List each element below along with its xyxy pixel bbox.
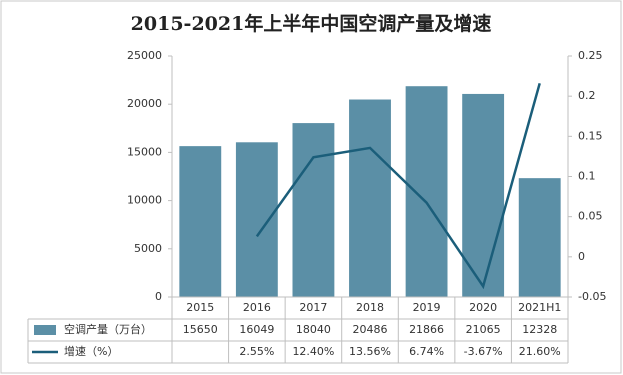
y2-tick-label: -0.05 <box>578 290 606 303</box>
y2-tick-label: 0.15 <box>578 129 603 142</box>
legend-label: 增速（%） <box>64 344 118 358</box>
bar <box>292 123 335 298</box>
y-tick-label: 25000 <box>127 49 162 62</box>
legend-swatch <box>34 325 56 335</box>
table-value: 6.74% <box>409 345 444 358</box>
table-value: 21866 <box>409 323 444 336</box>
line <box>255 82 541 290</box>
table-value: 21065 <box>466 323 501 336</box>
y2-tick-label: 0 <box>578 250 585 263</box>
table-value: -3.67% <box>464 345 503 358</box>
bar <box>349 99 391 298</box>
bar <box>235 142 278 297</box>
x-tick-label: 2018 <box>356 301 384 314</box>
y2-tick-label: 0.2 <box>578 89 596 102</box>
x-tick-label: 2020 <box>469 301 497 314</box>
table-value: 16049 <box>239 323 274 336</box>
chart-title: 2015-2021年上半年中国空调产量及增速 <box>131 12 492 35</box>
y2-tick-label: 0.05 <box>578 210 603 223</box>
y2-tick-label: 0.25 <box>578 49 603 62</box>
y2-tick-label: 0.1 <box>578 170 596 183</box>
table-value: 20486 <box>353 323 388 336</box>
y-tick-label: 10000 <box>127 194 162 207</box>
x-tick-label: 2015 <box>186 301 214 314</box>
table-value: 21.60% <box>519 345 561 358</box>
legend-label: 空调产量（万台） <box>64 322 152 336</box>
x-tick-label: 2016 <box>243 301 271 314</box>
bar <box>405 86 448 297</box>
y-tick-label: 20000 <box>127 97 162 110</box>
x-tick-label: 2017 <box>299 301 327 314</box>
table-value: 2.55% <box>239 345 274 358</box>
table-value: 12.40% <box>292 345 334 358</box>
y-tick-label: 5000 <box>134 242 162 255</box>
bar <box>462 93 505 297</box>
bar <box>518 178 561 297</box>
table-value: 18040 <box>296 323 331 336</box>
x-tick-label: 2021H1 <box>518 301 561 314</box>
bar <box>179 146 222 297</box>
x-tick-label: 2019 <box>413 301 441 314</box>
table-value: 15650 <box>183 323 218 336</box>
table-value: 12328 <box>522 323 557 336</box>
y-tick-label: 0 <box>155 290 162 303</box>
table-value: 13.56% <box>349 345 391 358</box>
y-tick-label: 15000 <box>127 145 162 158</box>
